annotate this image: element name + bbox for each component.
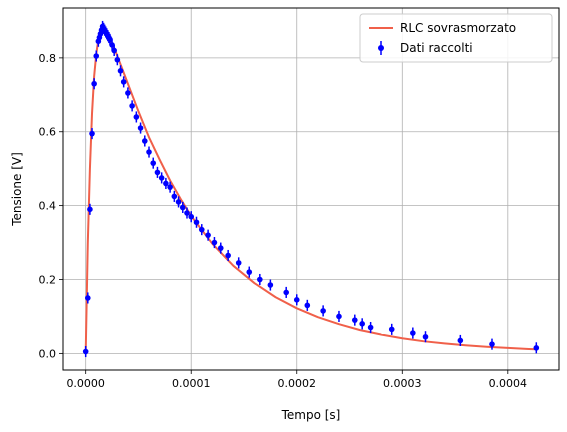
y-tick-label: 0.6 — [39, 126, 57, 139]
data-point — [320, 308, 326, 314]
data-point — [120, 79, 127, 85]
y-tick-label: 0.2 — [39, 274, 57, 287]
data-point — [217, 245, 224, 251]
x-axis-label: Tempo [s] — [281, 408, 341, 422]
data-point — [225, 252, 231, 259]
data-point — [422, 333, 429, 340]
data-point — [87, 206, 93, 213]
data-point — [359, 321, 365, 327]
data-point — [211, 239, 218, 246]
data-point — [150, 160, 157, 166]
data-point — [111, 47, 117, 54]
data-point — [175, 199, 182, 205]
data-point — [410, 330, 416, 336]
data-point — [179, 204, 186, 211]
data-point — [267, 282, 274, 288]
data-point — [283, 289, 290, 296]
y-axis-label: Tensione [V] — [10, 152, 24, 227]
data-point — [257, 276, 263, 283]
data-point — [167, 184, 173, 190]
data-point — [457, 337, 464, 344]
y-tick-label: 0.8 — [39, 52, 57, 65]
data-point — [533, 345, 540, 351]
x-tick-label: 0.0000 — [66, 377, 105, 390]
data-points-layer — [82, 20, 540, 358]
data-point — [158, 175, 165, 181]
data-point — [133, 114, 140, 120]
x-tick-label: 0.0002 — [278, 377, 317, 390]
x-tick-label: 0.0004 — [489, 377, 528, 390]
data-point — [351, 317, 358, 323]
data-point — [246, 269, 253, 275]
legend-data-label: Dati raccolti — [400, 41, 473, 55]
legend: RLC sovrasmorzato Dati raccolti — [359, 13, 553, 63]
data-point — [93, 53, 100, 59]
data-point — [293, 297, 300, 303]
legend-box — [359, 13, 553, 63]
data-point — [184, 210, 190, 216]
plot-frame — [62, 7, 560, 371]
data-point — [125, 90, 131, 96]
data-point — [137, 125, 144, 131]
data-point — [205, 232, 211, 238]
data-point — [85, 295, 91, 301]
data-point — [235, 260, 242, 266]
legend-fit-label: RLC sovrasmorzato — [400, 21, 516, 35]
y-tick-label: 0.4 — [39, 200, 57, 213]
x-tick-label: 0.0001 — [172, 377, 211, 390]
data-point — [198, 226, 205, 233]
data-point — [388, 326, 395, 333]
ticks: 0.0000 0.0001 0.0002 0.0003 0.0004 0.0 0.2 0.4 0… — [39, 52, 528, 390]
data-point — [163, 180, 169, 187]
data-point — [146, 149, 152, 155]
data-point — [89, 130, 95, 137]
data-point — [82, 348, 89, 355]
data-point — [304, 302, 311, 309]
data-point — [336, 313, 342, 320]
data-point — [141, 138, 148, 144]
x-tick-label: 0.0003 — [383, 377, 422, 390]
data-point — [117, 67, 124, 74]
data-point — [367, 324, 374, 331]
data-point — [114, 56, 121, 63]
y-tick-label: 0.0 — [39, 347, 57, 360]
data-point — [91, 80, 97, 87]
legend-data-marker — [378, 45, 384, 51]
data-point — [129, 103, 135, 109]
data-point — [171, 193, 178, 200]
data-point — [489, 341, 495, 347]
data-point — [154, 169, 161, 176]
data-point — [188, 213, 195, 220]
data-point — [193, 219, 200, 226]
